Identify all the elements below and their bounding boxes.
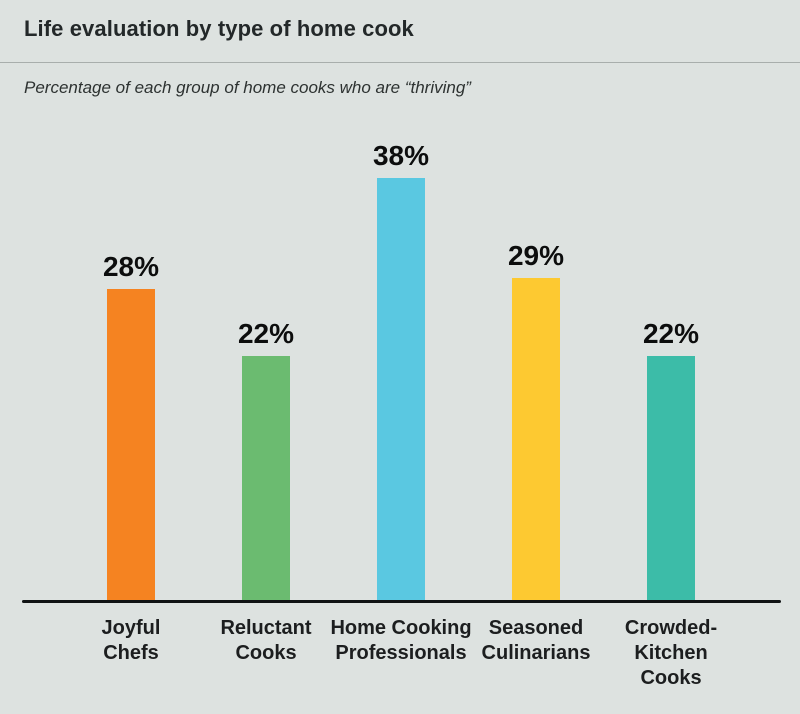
bar-seasoned-culinarians [512, 278, 560, 600]
value-label-home-cooking-professionals: 38% [372, 140, 430, 171]
title-divider [0, 62, 800, 63]
value-label-reluctant-cooks: 22% [237, 318, 295, 349]
bar-crowded-kitchen-cooks [647, 356, 695, 600]
category-label-joyful-chefs: Joyful Chefs [101, 617, 161, 665]
chart-subtitle: Percentage of each group of home cooks w… [24, 78, 471, 97]
chart-title: Life evaluation by type of home cook [24, 16, 414, 41]
category-label-crowded-kitchen-cooks: Crowded- Kitchen Cooks [624, 617, 718, 690]
bar-reluctant-cooks [242, 356, 290, 600]
category-label-home-cooking-professionals: Home Cooking Professionals [330, 617, 472, 665]
value-label-seasoned-culinarians: 29% [507, 240, 565, 271]
category-label-reluctant-cooks: Reluctant Cooks [220, 617, 312, 665]
value-label-crowded-kitchen-cooks: 22% [642, 318, 700, 349]
category-label-seasoned-culinarians: Seasoned Culinarians [481, 617, 591, 665]
x-axis-line [22, 600, 781, 603]
bar-home-cooking-professionals [377, 178, 425, 600]
bar-joyful-chefs [107, 289, 155, 600]
value-label-joyful-chefs: 28% [102, 251, 160, 282]
